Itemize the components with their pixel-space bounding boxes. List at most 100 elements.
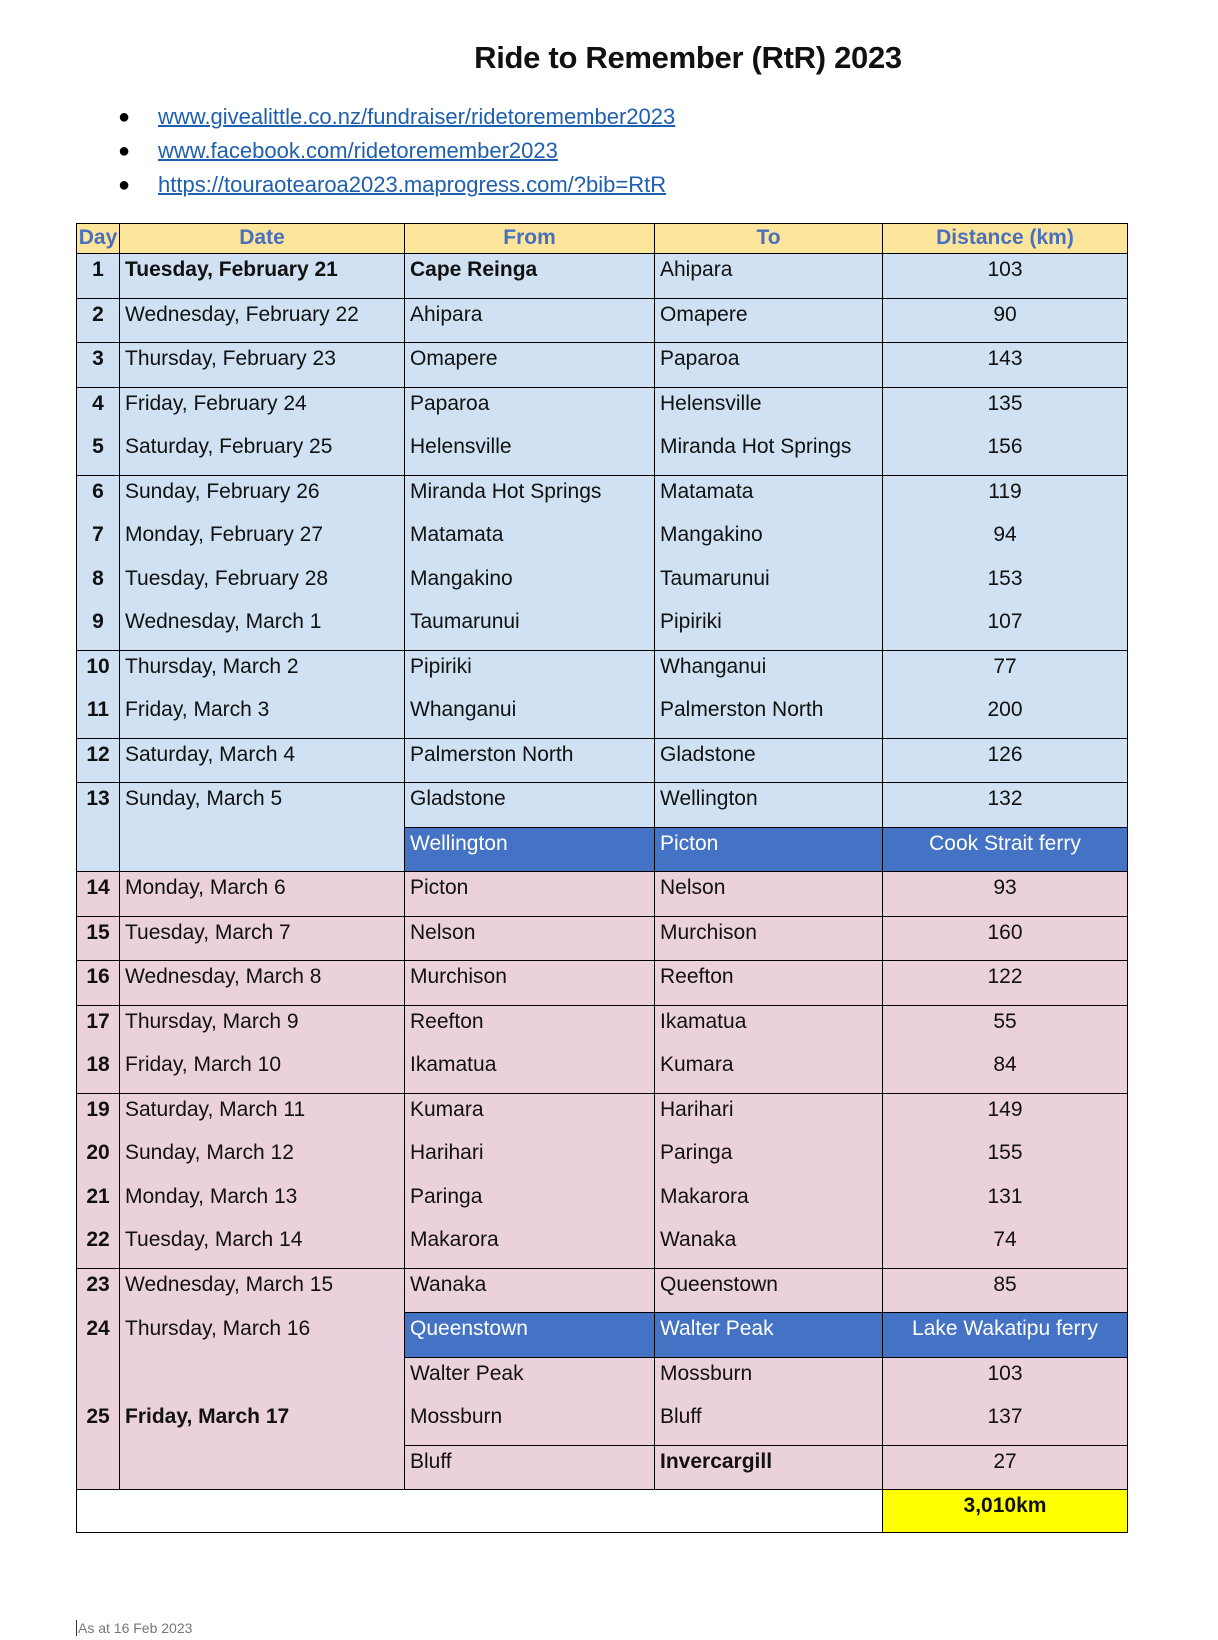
table-row: 2 Wednesday, February 22 Ahipara Omapere 90 xyxy=(76,297,1128,343)
cell-from: Miranda Hot Springs xyxy=(404,474,655,519)
cell-to: Mangakino xyxy=(654,519,883,563)
cell-day: 11 xyxy=(76,694,120,738)
table-row: 18 Friday, March 10 Ikamatua Kumara 84 xyxy=(76,1049,1128,1093)
cell-to: Paringa xyxy=(654,1137,883,1181)
cell-from: Wanaka xyxy=(404,1267,655,1313)
cell-date: Thursday, March 2 xyxy=(119,649,405,694)
table-row: 8 Tuesday, February 28 Mangakino Taumarunui… xyxy=(76,562,1128,606)
cell-distance: 74 xyxy=(882,1224,1128,1268)
table-row: 5 Saturday, February 25 Helensville Miranda… xyxy=(76,431,1128,475)
cell-day: 9 xyxy=(76,606,120,650)
cell-day: 14 xyxy=(76,871,120,916)
cell-to: Ikamatua xyxy=(654,1004,883,1049)
cell-from: Mangakino xyxy=(404,562,655,606)
cell-to: Pipiriki xyxy=(654,606,883,650)
cell-from: Taumarunui xyxy=(404,606,655,650)
table-row: Walter Peak Mossburn 103 xyxy=(76,1356,1128,1401)
cell-distance: 90 xyxy=(882,297,1128,343)
cell-to: Gladstone xyxy=(654,737,883,783)
cell-day: 21 xyxy=(76,1180,120,1224)
bullet-icon: ● xyxy=(118,174,131,196)
cell-to: Helensville xyxy=(654,386,883,431)
cell-day: 22 xyxy=(76,1224,120,1268)
cell-day: 3 xyxy=(76,342,120,387)
schedule-table: Day Date From To Distance (km) 1 Tuesday,… xyxy=(76,223,1128,1533)
cell-date: Saturday, February 25 xyxy=(119,431,405,475)
cell-day xyxy=(76,1357,120,1401)
cell-to: Nelson xyxy=(654,871,883,916)
table-row: 9 Wednesday, March 1 Taumarunui Pipiriki 107 xyxy=(76,606,1128,650)
cell-day: 1 xyxy=(76,253,120,298)
cell-from: Ahipara xyxy=(404,297,655,343)
table-row: 7 Monday, February 27 Matamata Mangakino 94 xyxy=(76,519,1128,563)
givealittle-link[interactable]: www.givealittle.co.nz/fundraiser/ridetor… xyxy=(158,104,676,129)
cell-date: Wednesday, March 15 xyxy=(119,1267,405,1313)
cell-date: Monday, March 13 xyxy=(119,1180,405,1224)
cell-date: Wednesday, March 8 xyxy=(119,960,405,1005)
cell-date: Friday, March 3 xyxy=(119,694,405,738)
cell-from: Pipiriki xyxy=(404,649,655,694)
total-distance: 3,010km xyxy=(882,1489,1128,1533)
cell-from: Nelson xyxy=(404,915,655,961)
cell-distance: 135 xyxy=(882,386,1128,431)
table-row: 15 Tuesday, March 7 Nelson Murchison 160 xyxy=(76,915,1128,961)
maprogress-link[interactable]: https://touraotearoa2023.maprogress.com/… xyxy=(158,172,667,197)
cell-day: 24 xyxy=(76,1312,120,1357)
cell-from: Paparoa xyxy=(404,386,655,431)
cell-from: Harihari xyxy=(404,1137,655,1181)
table-row: 14 Monday, March 6 Picton Nelson 93 xyxy=(76,871,1128,916)
cell-date: Tuesday, February 28 xyxy=(119,562,405,606)
ferry-cell: Cook Strait ferry xyxy=(882,826,1128,872)
cell-date xyxy=(119,1445,405,1490)
cell-from: Matamata xyxy=(404,519,655,563)
cell-to: Omapere xyxy=(654,297,883,343)
header-date: Date xyxy=(119,223,405,254)
cell-distance: 55 xyxy=(882,1004,1128,1049)
total-blank-cell xyxy=(76,1489,883,1533)
cell-date: Friday, March 17 xyxy=(119,1401,405,1445)
table-row: 6 Sunday, February 26 Miranda Hot Springs M… xyxy=(76,474,1128,519)
cell-date: Sunday, March 5 xyxy=(119,782,405,827)
cell-distance: 103 xyxy=(882,1356,1128,1401)
cell-to: Murchison xyxy=(654,915,883,961)
cell-day: 8 xyxy=(76,562,120,606)
cell-day: 16 xyxy=(76,960,120,1005)
cell-date xyxy=(119,827,405,872)
cell-to: Ahipara xyxy=(654,253,883,298)
cell-to: Mossburn xyxy=(654,1356,883,1401)
cell-date: Friday, March 10 xyxy=(119,1049,405,1093)
header-row: Day Date From To Distance (km) xyxy=(76,223,1128,254)
cell-distance: 85 xyxy=(882,1267,1128,1313)
cell-distance: 126 xyxy=(882,737,1128,783)
cell-day: 2 xyxy=(76,297,120,343)
header-to: To xyxy=(654,223,883,254)
cell-distance: 137 xyxy=(882,1401,1128,1445)
cell-distance: 132 xyxy=(882,782,1128,827)
table-row: 11 Friday, March 3 Whanganui Palmerston Nor… xyxy=(76,694,1128,738)
cell-date: Thursday, March 9 xyxy=(119,1004,405,1049)
table-row: 20 Sunday, March 12 Harihari Paringa 155 xyxy=(76,1137,1128,1181)
cell-from: Makarora xyxy=(404,1224,655,1268)
table-row: 13 Sunday, March 5 Gladstone Wellington 132 xyxy=(76,782,1128,827)
table-row: 17 Thursday, March 9 Reefton Ikamatua 55 xyxy=(76,1004,1128,1049)
cell-date: Monday, March 6 xyxy=(119,871,405,916)
cell-to: Taumarunui xyxy=(654,562,883,606)
cell-from: Gladstone xyxy=(404,782,655,827)
facebook-link[interactable]: www.facebook.com/ridetoremember2023 xyxy=(158,138,558,163)
cell-date: Wednesday, March 1 xyxy=(119,606,405,650)
cell-date: Saturday, March 4 xyxy=(119,737,405,783)
cell-date: Saturday, March 11 xyxy=(119,1092,405,1137)
footer-note: As at 16 Feb 2023 xyxy=(76,1620,193,1636)
table-row: 4 Friday, February 24 Paparoa Helensville 13… xyxy=(76,386,1128,431)
cell-from: Picton xyxy=(404,871,655,916)
cell-to: Matamata xyxy=(654,474,883,519)
table-row: 22 Tuesday, March 14 Makarora Wanaka 74 xyxy=(76,1224,1128,1268)
cell-from: Helensville xyxy=(404,431,655,475)
cell-from: Walter Peak xyxy=(404,1356,655,1401)
header-from: From xyxy=(404,223,655,254)
cell-from: Ikamatua xyxy=(404,1049,655,1093)
cell-date: Sunday, March 12 xyxy=(119,1137,405,1181)
cell-distance: 143 xyxy=(882,342,1128,387)
cell-to: Wellington xyxy=(654,782,883,827)
page-title: Ride to Remember (RtR) 2023 xyxy=(474,40,902,75)
